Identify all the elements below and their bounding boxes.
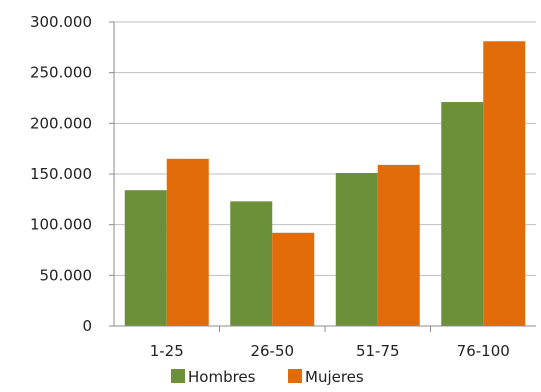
x-category-label: 51-75 (356, 342, 400, 360)
x-category-label: 1-25 (150, 342, 184, 360)
y-tick-label: 250.000 (30, 64, 92, 82)
y-tick-label: 0 (82, 317, 92, 335)
legend-swatch-hombres (171, 369, 185, 383)
y-tick-label: 150.000 (30, 165, 92, 183)
bar-hombres-51-75 (335, 172, 378, 326)
bar-mujeres-76-100 (483, 41, 526, 327)
x-category-label: 26-50 (250, 342, 294, 360)
y-tick-label: 100.000 (30, 216, 92, 234)
y-tick-label: 50.000 (40, 266, 93, 284)
legend-swatch-mujeres (288, 369, 302, 383)
y-tick-label: 300.000 (30, 13, 92, 31)
bars (124, 41, 526, 327)
bar-mujeres-51-75 (377, 164, 420, 326)
y-tick-label: 200.000 (30, 114, 92, 132)
bar-mujeres-1-25 (166, 158, 209, 326)
bar-mujeres-26-50 (272, 232, 315, 326)
x-category-label: 76-100 (457, 342, 510, 360)
legend-label-hombres: Hombres (188, 368, 256, 386)
bar-hombres-1-25 (124, 190, 167, 326)
bar-hombres-26-50 (230, 201, 273, 326)
x-axis-categories: 1-25 26-50 51-75 76-100 (150, 342, 510, 360)
bar-hombres-76-100 (441, 102, 484, 326)
legend: Hombres Mujeres (171, 368, 364, 386)
x-axis (113, 22, 536, 332)
legend-label-mujeres: Mujeres (305, 368, 364, 386)
y-axis-ticks: 0 50.000 100.000 150.000 200.000 250.000 300.0… (30, 13, 114, 335)
